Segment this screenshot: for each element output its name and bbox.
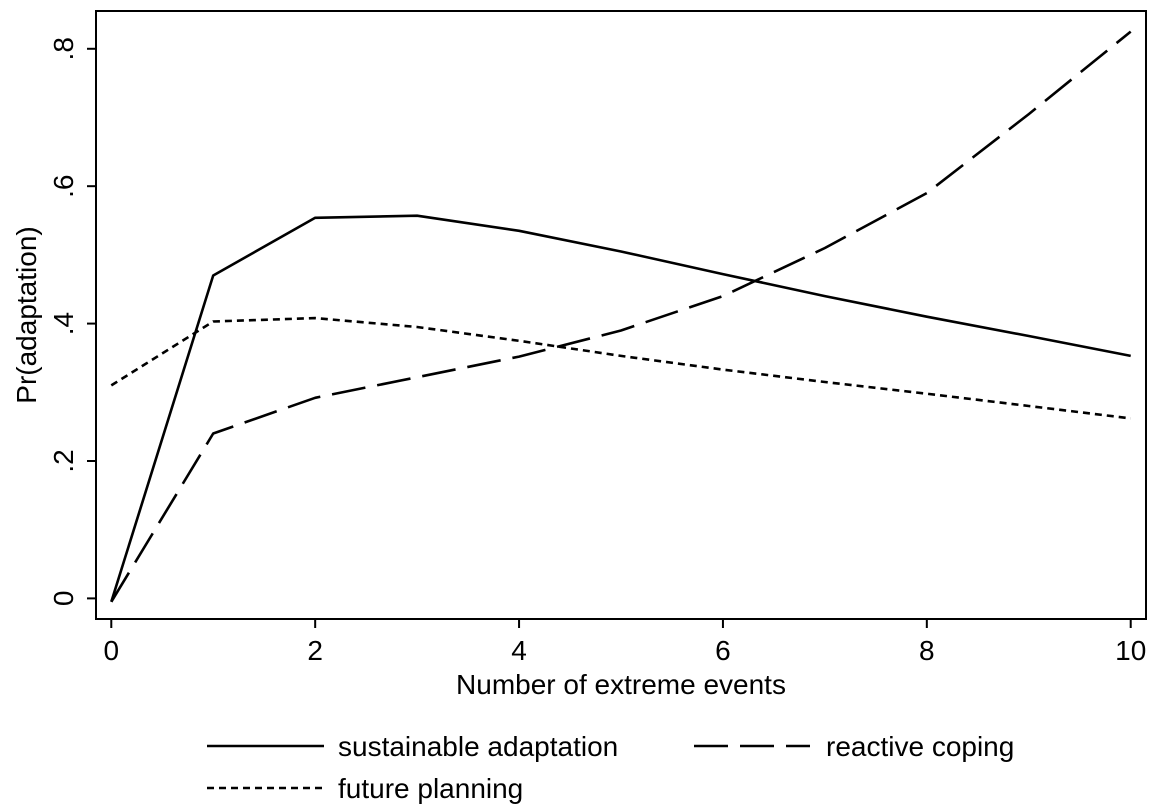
x-tick-label: 4: [511, 635, 527, 666]
x-axis-title: Number of extreme events: [456, 669, 786, 700]
legend-label: sustainable adaptation: [338, 731, 618, 762]
y-tick-label: 0: [48, 591, 79, 607]
y-tick-label: .2: [48, 449, 79, 472]
x-tick-label: 10: [1115, 635, 1146, 666]
plot-frame: [95, 10, 1147, 620]
y-tick-label: .6: [48, 175, 79, 198]
legend-label: reactive coping: [826, 731, 1014, 762]
series-lines: [110, 30, 1132, 603]
series-line-future-planning: [110, 316, 1131, 420]
x-tick-label: 0: [104, 635, 120, 666]
y-tick-label: .8: [48, 37, 79, 60]
x-tick-label: 8: [919, 635, 935, 666]
legend: sustainable adaptation reactive coping fut…: [207, 731, 1014, 804]
y-axis: 0 .2 .4 .6 .8: [48, 37, 96, 606]
legend-label: future planning: [338, 773, 523, 804]
x-axis: 0 2 4 6 8 10: [104, 619, 1146, 666]
y-tick-label: .4: [48, 312, 79, 335]
y-axis-title: Pr(adaptation): [11, 226, 42, 403]
series-line-reactive-coping: [110, 30, 1132, 603]
series-line-sustainable-adaptation: [110, 214, 1131, 603]
x-tick-label: 6: [715, 635, 731, 666]
x-tick-label: 2: [307, 635, 323, 666]
